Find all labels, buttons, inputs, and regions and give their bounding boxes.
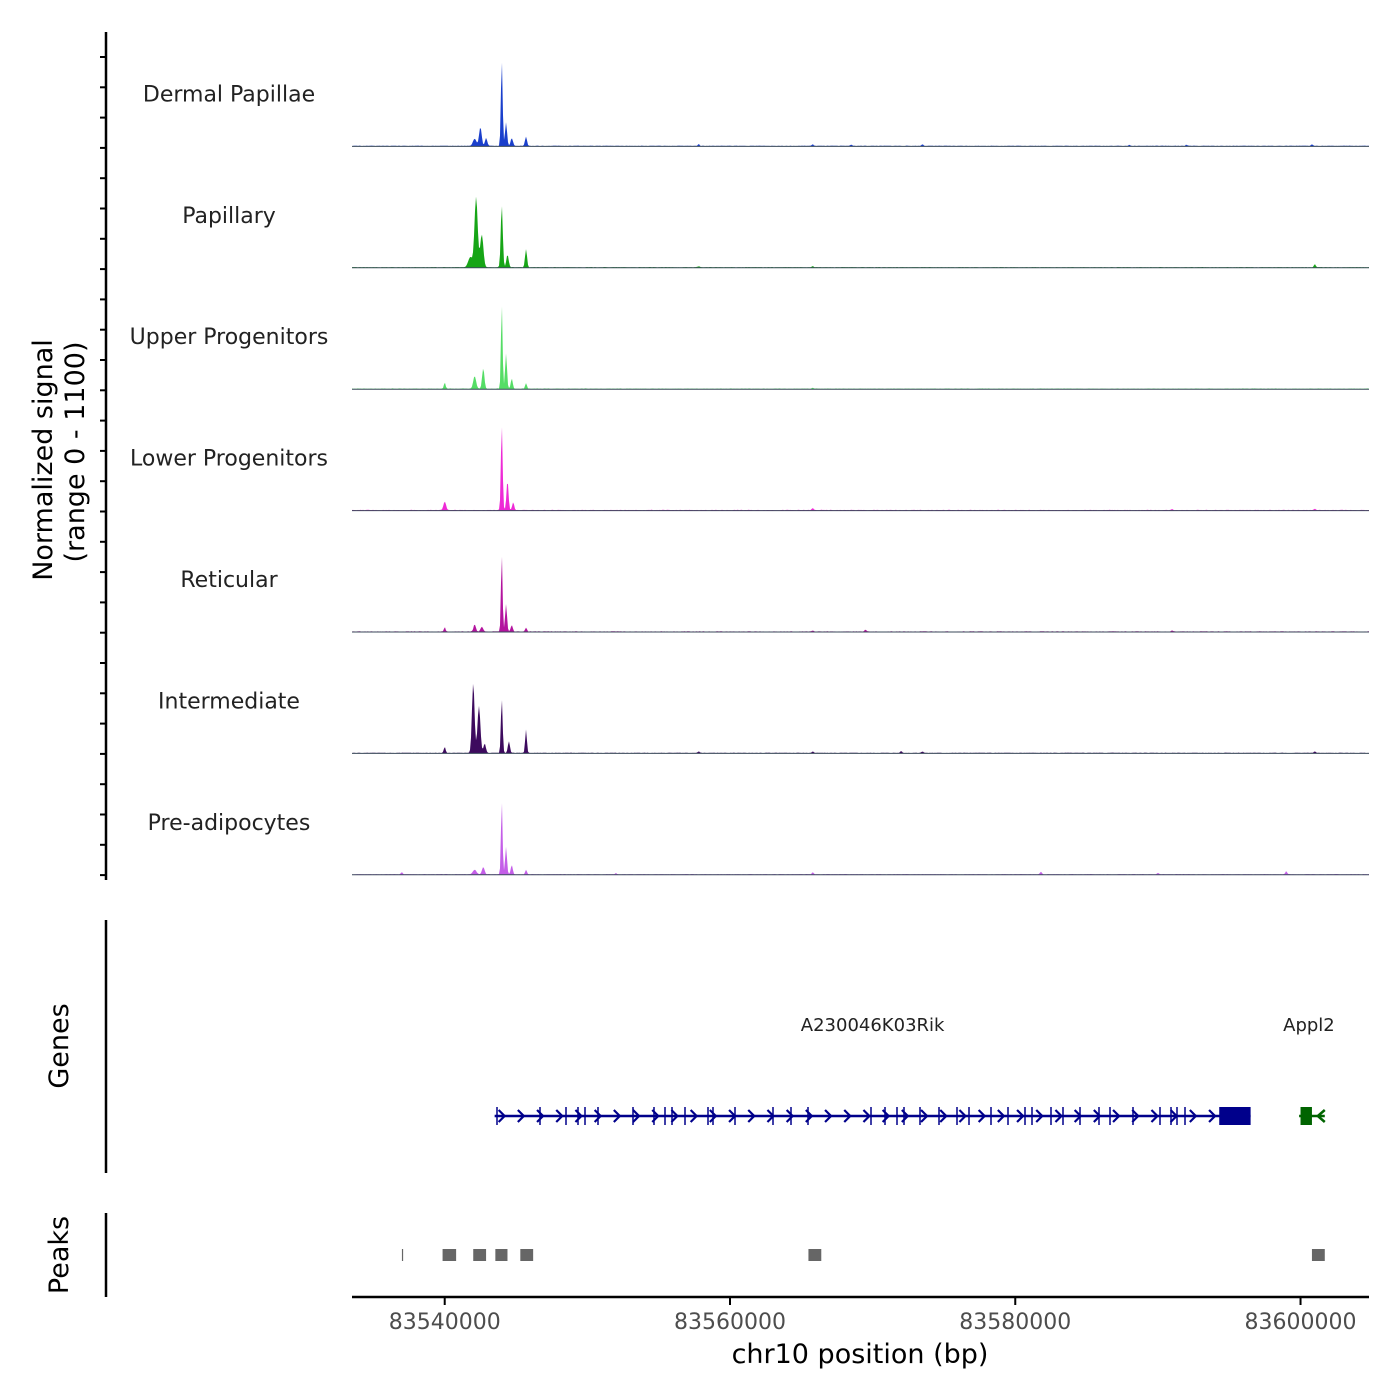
strand-arrow [1054, 1109, 1063, 1123]
track-lower-progenitors: Lower Progenitors [130, 427, 1369, 512]
strand-arrow [1189, 1109, 1198, 1123]
signal-area [352, 556, 1369, 632]
track-pre-adipocytes: Pre-adipocytes [148, 803, 1369, 876]
y-axis-title-line1: Normalized signal [28, 339, 59, 581]
strand-arrow [670, 1109, 679, 1123]
signal-area [352, 683, 1369, 754]
track-label: Lower Progenitors [130, 447, 328, 472]
track-label: Dermal Papillae [143, 82, 315, 107]
strand-arrow [977, 1109, 987, 1123]
signal-area [352, 62, 1369, 147]
strand-arrow [747, 1109, 756, 1123]
strand-arrow [785, 1109, 795, 1123]
genes-track-label: Genes [44, 1003, 75, 1088]
track-intermediate: Intermediate [158, 683, 1369, 754]
strand-arrow [862, 1109, 871, 1123]
strand-arrow [689, 1109, 699, 1123]
peaks-track-label: Peaks [44, 1216, 75, 1294]
strand-arrow [1035, 1109, 1044, 1123]
gene-label: A230046K03Rik [801, 1015, 945, 1036]
track-label: Papillary [182, 204, 276, 229]
x-tick-label: 83540000 [389, 1310, 501, 1335]
strand-arrow [920, 1109, 929, 1123]
genes-track: Genes A230046K03Rik Appl2 [44, 920, 1335, 1173]
strand-arrow [1112, 1109, 1121, 1123]
track-reticular: Reticular [180, 556, 1369, 633]
strand-arrow [613, 1109, 622, 1123]
strand-arrow [632, 1109, 641, 1123]
gene-a230046k03rik: A230046K03Rik [494, 1015, 1251, 1125]
strand-arrow [1150, 1109, 1159, 1123]
signal-y-axis [100, 32, 108, 880]
peak-region [473, 1249, 487, 1261]
peak-region [808, 1249, 822, 1261]
x-tick-label: 83580000 [959, 1310, 1071, 1335]
gene-appl2: Appl2 [1283, 1015, 1335, 1125]
strand-arrow [497, 1109, 507, 1123]
peak-region [401, 1249, 404, 1261]
peak-region [495, 1249, 508, 1261]
track-label: Intermediate [158, 689, 300, 714]
track-label: Reticular [180, 568, 278, 593]
strand-arrow [843, 1109, 852, 1123]
peak-region [1311, 1249, 1325, 1261]
strand-arrow [1208, 1109, 1217, 1123]
strand-arrow [958, 1109, 967, 1123]
strand-arrow [1315, 1109, 1326, 1123]
track-papillary: Papillary [182, 196, 1369, 269]
track-upper-progenitors: Upper Progenitors [130, 306, 1369, 390]
strand-arrow [939, 1109, 948, 1123]
exon-block [1300, 1107, 1312, 1125]
strand-arrow [555, 1109, 564, 1123]
strand-arrow [997, 1109, 1006, 1123]
x-axis: 83540000 83560000 83580000 83600000 [352, 1295, 1369, 1335]
strand-arrow [517, 1109, 526, 1123]
x-tick-label: 83560000 [674, 1310, 786, 1335]
track-label: Upper Progenitors [130, 325, 329, 350]
x-axis-title: chr10 position (bp) [732, 1339, 989, 1370]
strand-arrow [824, 1109, 833, 1123]
y-axis-title-line2: (range 0 - 1100) [60, 342, 91, 563]
peak-region [442, 1249, 457, 1261]
peak-region [520, 1249, 534, 1261]
signal-area [352, 803, 1369, 875]
strand-arrow [593, 1109, 603, 1123]
strand-arrow [709, 1109, 718, 1123]
signal-tracks: Dermal Papillae Papillary Upper Progenitor… [130, 62, 1369, 876]
x-tick-label: 83600000 [1245, 1310, 1357, 1335]
signal-area [352, 427, 1369, 511]
signal-area [352, 196, 1369, 268]
strand-arrow [536, 1109, 545, 1123]
gene-label: Appl2 [1283, 1015, 1335, 1036]
strand-arrow [1093, 1109, 1102, 1123]
strand-arrow [1131, 1109, 1140, 1123]
peaks-track: Peaks [44, 1213, 1325, 1297]
track-label: Pre-adipocytes [148, 811, 311, 836]
track-dermal-papillae: Dermal Papillae [143, 62, 1369, 147]
signal-area [352, 306, 1369, 390]
strand-arrow [1016, 1109, 1025, 1123]
exon-block [1219, 1107, 1251, 1125]
